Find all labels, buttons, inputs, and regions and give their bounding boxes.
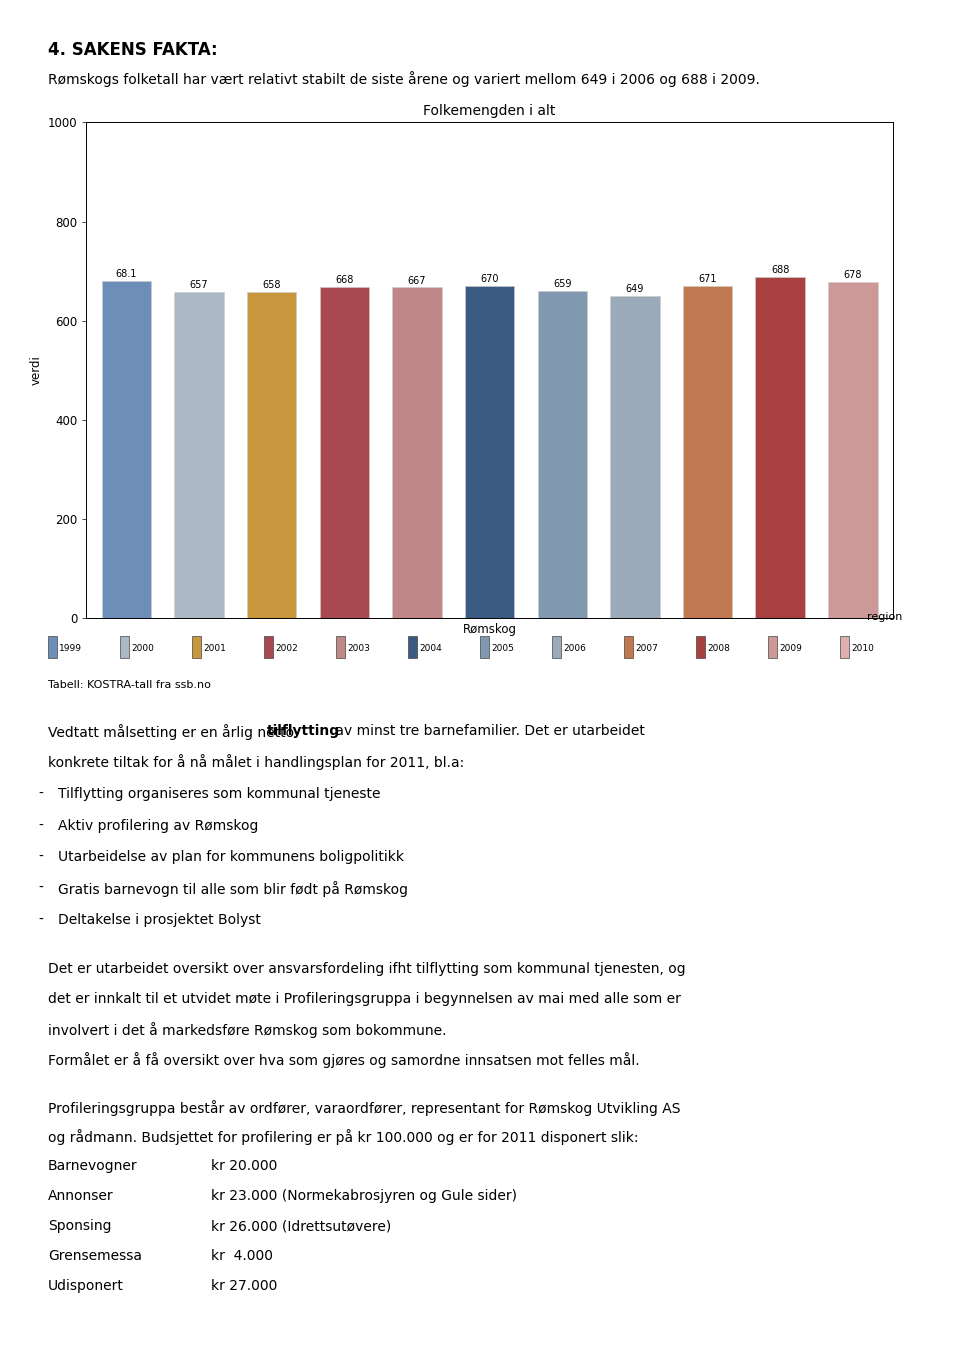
Bar bbox=[828, 283, 877, 618]
Text: 667: 667 bbox=[408, 276, 426, 285]
Text: kr 26.000 (Idrettsutøvere): kr 26.000 (Idrettsutøvere) bbox=[211, 1219, 392, 1233]
Bar bbox=[552, 636, 562, 659]
Text: -: - bbox=[38, 818, 43, 833]
Title: Folkemengden i alt: Folkemengden i alt bbox=[423, 105, 556, 118]
Text: konkrete tiltak for å nå målet i handlingsplan for 2011, bl.a:: konkrete tiltak for å nå målet i handlin… bbox=[48, 754, 465, 771]
Text: 2004: 2004 bbox=[419, 644, 442, 652]
Text: Udisponert: Udisponert bbox=[48, 1279, 124, 1292]
Text: kr  4.000: kr 4.000 bbox=[211, 1249, 274, 1263]
Text: Deltakelse i prosjektet Bolyst: Deltakelse i prosjektet Bolyst bbox=[58, 913, 260, 927]
Text: av minst tre barnefamilier. Det er utarbeidet: av minst tre barnefamilier. Det er utarb… bbox=[331, 724, 645, 738]
Text: 678: 678 bbox=[844, 270, 862, 280]
Bar bbox=[247, 292, 297, 618]
Bar bbox=[840, 636, 850, 659]
Bar bbox=[192, 636, 202, 659]
Text: region: region bbox=[867, 613, 902, 622]
Text: 2006: 2006 bbox=[563, 644, 586, 652]
Text: 670: 670 bbox=[480, 275, 499, 284]
Text: 649: 649 bbox=[626, 284, 644, 295]
Text: -: - bbox=[38, 849, 43, 864]
Text: 688: 688 bbox=[771, 265, 789, 275]
Text: 4. SAKENS FAKTA:: 4. SAKENS FAKTA: bbox=[48, 41, 218, 58]
Bar bbox=[320, 287, 369, 618]
Text: -: - bbox=[38, 913, 43, 927]
Text: kr 23.000 (Normekabrosjyren og Gule sider): kr 23.000 (Normekabrosjyren og Gule side… bbox=[211, 1189, 517, 1203]
Bar bbox=[538, 291, 587, 618]
Text: Vedtatt målsetting er en årlig netto: Vedtatt målsetting er en årlig netto bbox=[48, 724, 299, 741]
Text: 659: 659 bbox=[553, 280, 571, 289]
Bar bbox=[264, 636, 274, 659]
Text: Gratis barnevogn til alle som blir født på Rømskog: Gratis barnevogn til alle som blir født … bbox=[58, 882, 408, 897]
Text: involvert i det å markedsføre Rømskog som bokommune.: involvert i det å markedsføre Rømskog so… bbox=[48, 1022, 446, 1038]
Text: 1999: 1999 bbox=[59, 644, 82, 652]
Text: 2001: 2001 bbox=[203, 644, 226, 652]
Bar bbox=[624, 636, 634, 659]
Bar bbox=[336, 636, 346, 659]
Y-axis label: verdi: verdi bbox=[29, 356, 42, 385]
Text: 2002: 2002 bbox=[275, 644, 298, 652]
Bar bbox=[175, 292, 224, 618]
Text: 658: 658 bbox=[262, 280, 281, 289]
Bar bbox=[393, 288, 442, 618]
Bar bbox=[768, 636, 778, 659]
Bar bbox=[611, 296, 660, 618]
Text: Sponsing: Sponsing bbox=[48, 1219, 111, 1233]
Bar bbox=[696, 636, 706, 659]
Text: Grensemessa: Grensemessa bbox=[48, 1249, 142, 1263]
Bar bbox=[465, 285, 515, 618]
Bar bbox=[756, 277, 804, 618]
Text: og rådmann. Budsjettet for profilering er på kr 100.000 og er for 2011 disponert: og rådmann. Budsjettet for profilering e… bbox=[48, 1129, 638, 1146]
Text: Rømskogs folketall har vært relativt stabilt de siste årene og variert mellom 64: Rømskogs folketall har vært relativt sta… bbox=[48, 71, 760, 87]
Bar bbox=[102, 280, 151, 618]
Text: 2009: 2009 bbox=[779, 644, 802, 652]
Text: 671: 671 bbox=[698, 273, 717, 284]
Text: Profileringsgruppa består av ordfører, varaordfører, representant for Rømskog Ut: Profileringsgruppa består av ordfører, v… bbox=[48, 1099, 681, 1116]
Bar bbox=[120, 636, 130, 659]
Bar bbox=[408, 636, 418, 659]
Text: Annonser: Annonser bbox=[48, 1189, 113, 1203]
Text: 2000: 2000 bbox=[131, 644, 154, 652]
Text: kr 27.000: kr 27.000 bbox=[211, 1279, 277, 1292]
Text: Tabell: KOSTRA-tall fra ssb.no: Tabell: KOSTRA-tall fra ssb.no bbox=[48, 680, 211, 689]
Text: 2005: 2005 bbox=[491, 644, 514, 652]
Text: 657: 657 bbox=[190, 280, 208, 291]
Text: Det er utarbeidet oversikt over ansvarsfordeling ifht tilflytting som kommunal t: Det er utarbeidet oversikt over ansvarsf… bbox=[48, 962, 685, 976]
Text: Utarbeidelse av plan for kommunens boligpolitikk: Utarbeidelse av plan for kommunens bolig… bbox=[58, 849, 403, 864]
Text: Formålet er å få oversikt over hva som gjøres og samordne innsatsen mot felles m: Formålet er å få oversikt over hva som g… bbox=[48, 1052, 639, 1068]
Text: 2010: 2010 bbox=[851, 644, 874, 652]
Text: 2008: 2008 bbox=[707, 644, 730, 652]
Bar bbox=[683, 285, 732, 618]
Text: 68.1: 68.1 bbox=[115, 269, 137, 279]
Bar bbox=[480, 636, 490, 659]
Text: 668: 668 bbox=[335, 275, 353, 285]
Text: -: - bbox=[38, 787, 43, 802]
Bar bbox=[48, 636, 58, 659]
Text: tilflytting: tilflytting bbox=[267, 724, 340, 738]
Text: 2007: 2007 bbox=[635, 644, 658, 652]
Text: -: - bbox=[38, 882, 43, 896]
Text: 2003: 2003 bbox=[347, 644, 370, 652]
Text: Aktiv profilering av Rømskog: Aktiv profilering av Rømskog bbox=[58, 818, 258, 833]
Text: kr 20.000: kr 20.000 bbox=[211, 1159, 277, 1173]
Text: Tilflytting organiseres som kommunal tjeneste: Tilflytting organiseres som kommunal tje… bbox=[58, 787, 380, 802]
Text: det er innkalt til et utvidet møte i Profileringsgruppa i begynnelsen av mai med: det er innkalt til et utvidet møte i Pro… bbox=[48, 992, 681, 1006]
Text: Barnevogner: Barnevogner bbox=[48, 1159, 137, 1173]
